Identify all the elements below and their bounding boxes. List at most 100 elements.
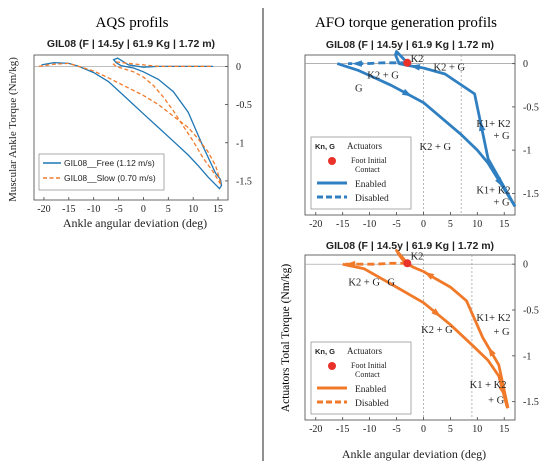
legend-entry-0: GIL08__Free (1.12 m/s) [64, 158, 155, 168]
x-axis-label: Ankle angular deviation (deg) [63, 216, 207, 230]
legend-contact-dot [328, 157, 336, 165]
x-tick-label: -20 [309, 424, 322, 435]
legend-box [38, 153, 165, 191]
foot-initial-contact-marker [403, 58, 412, 67]
phase-annotation: K1+ K2 [476, 185, 510, 196]
x-tick-label: 5 [448, 424, 453, 435]
phase-annotation: K2 + G [421, 325, 453, 336]
x-tick-label: -10 [87, 204, 100, 215]
phase-annotation: K1 + K2 [470, 380, 507, 391]
direction-arrow-0 [345, 260, 356, 268]
right-section-title: AFO torque generation profils [315, 15, 497, 31]
y-tick-label: -0.5 [236, 100, 252, 111]
y-tick-label: -1 [523, 351, 531, 362]
foot-initial-contact-marker [403, 259, 412, 268]
phase-annotation: K2 + G [434, 63, 466, 74]
plot-frame [304, 54, 516, 216]
phase-annotation: K2 + G [348, 277, 380, 288]
x-tick-label: -15 [336, 219, 349, 230]
phase-annotation: K2 [411, 54, 424, 65]
direction-arrow-1 [401, 88, 413, 97]
x-tick-label: -5 [392, 424, 400, 435]
legend-disabled-label: Disabled [355, 399, 389, 409]
x-tick-label: 10 [472, 219, 482, 230]
y-tick-label: -1.5 [523, 189, 539, 200]
direction-arrow-2 [498, 386, 505, 397]
chart-title: GIL08 (F | 14.5y | 61.9 Kg | 1.72 m) [47, 38, 215, 50]
legend-entry-1: GIL08__Slow (0.70 m/s) [64, 173, 156, 183]
series-line-0 [41, 57, 223, 190]
direction-arrow-4 [410, 64, 421, 71]
chart-title: GIL08 (F | 14.5y | 61.9 Kg | 1.72 m) [326, 240, 494, 252]
plot-frame [33, 54, 229, 201]
phase-annotation: K2 + G [420, 142, 452, 153]
y-tick-label: 0 [523, 59, 528, 70]
legend-contact-label: Foot Initial [351, 156, 388, 165]
y-tick-label: -1.5 [236, 176, 252, 187]
x-tick-label: 5 [166, 204, 171, 215]
series-line-1 [38, 61, 222, 186]
chart-title: GIL08 (F | 14.5y | 61.9 Kg | 1.72 m) [326, 39, 494, 51]
x-tick-label: 10 [188, 204, 198, 215]
x-axis-label: Ankle angular deviation (deg) [342, 447, 486, 461]
phase-annotation: + G [488, 396, 505, 407]
x-tick-label: -15 [62, 204, 75, 215]
x-tick-label: -15 [336, 424, 349, 435]
legend-header-actuators: Actuators [347, 141, 382, 151]
y-tick-label: -1 [523, 146, 531, 157]
x-tick-label: 0 [421, 219, 426, 230]
x-tick-label: 15 [213, 204, 223, 215]
legend-contact-dot [328, 362, 336, 370]
legend-header-actuators: Actuators [347, 346, 382, 356]
x-tick-label: 0 [141, 204, 146, 215]
y-axis-label: Muscular Ankle Torque (Nm/kg) [7, 57, 19, 202]
y-tick-label: -1 [236, 138, 244, 149]
direction-arrow-4 [424, 271, 435, 280]
legend-contact-label-2: Contact [355, 370, 381, 379]
x-tick-label: -5 [114, 204, 122, 215]
x-tick-label: -20 [309, 219, 322, 230]
x-tick-label: -5 [392, 219, 400, 230]
legend-contact-label: Foot Initial [351, 361, 388, 370]
phase-annotation: G [355, 83, 363, 94]
y-tick-label: -0.5 [523, 102, 539, 113]
x-tick-label: 15 [499, 219, 509, 230]
x-tick-label: 5 [448, 219, 453, 230]
legend-enabled-label: Enabled [355, 385, 386, 395]
chart-afo-blue: GIL08 (F | 14.5y | 61.9 Kg | 1.72 m) -20 -… [304, 39, 539, 230]
y-tick-label: -1.5 [523, 397, 539, 408]
legend-disabled-label: Disabled [355, 194, 389, 204]
left-section-title: AQS profils [96, 15, 169, 31]
phase-annotation: + G [493, 327, 510, 338]
direction-arrow-1 [431, 308, 442, 318]
phase-annotation: K2 [411, 252, 424, 263]
direction-arrow-3 [488, 346, 496, 357]
phase-annotation: K2 + G [367, 70, 399, 81]
x-tick-label: -10 [363, 219, 376, 230]
chart-aqs: GIL08 (F | 14.5y | 61.9 Kg | 1.72 m) -20 -… [7, 38, 252, 230]
x-tick-label: -10 [363, 424, 376, 435]
x-tick-label: -20 [37, 204, 50, 215]
x-tick-label: 10 [472, 424, 482, 435]
legend-contact-label-2: Contact [355, 165, 381, 174]
x-tick-label: 15 [499, 424, 509, 435]
direction-arrow-0 [352, 60, 362, 67]
phase-annotation: K1+ K2 [476, 313, 510, 324]
chart-afo-orange: GIL08 (F | 14.5y | 61.9 Kg | 1.72 m) -20 -… [304, 240, 539, 461]
legend-enabled-label: Enabled [355, 180, 386, 190]
legend-header-kn: Kn, G [315, 347, 335, 356]
shared-y-axis-label: Actuators Total Torque (Nm/kg) [280, 264, 292, 413]
legend-header-kn: Kn, G [315, 142, 335, 151]
phase-annotation: G [387, 277, 395, 288]
y-tick-label: 0 [236, 62, 241, 73]
y-tick-label: -0.5 [523, 306, 539, 317]
x-tick-label: 0 [421, 424, 426, 435]
direction-arrow-3 [479, 121, 486, 132]
phase-annotation: + G [493, 131, 510, 142]
plot-frame [304, 254, 516, 421]
phase-annotation: + G [493, 197, 510, 208]
direction-arrow-2 [495, 177, 504, 188]
phase-annotation: K1+ K2 [476, 119, 510, 130]
